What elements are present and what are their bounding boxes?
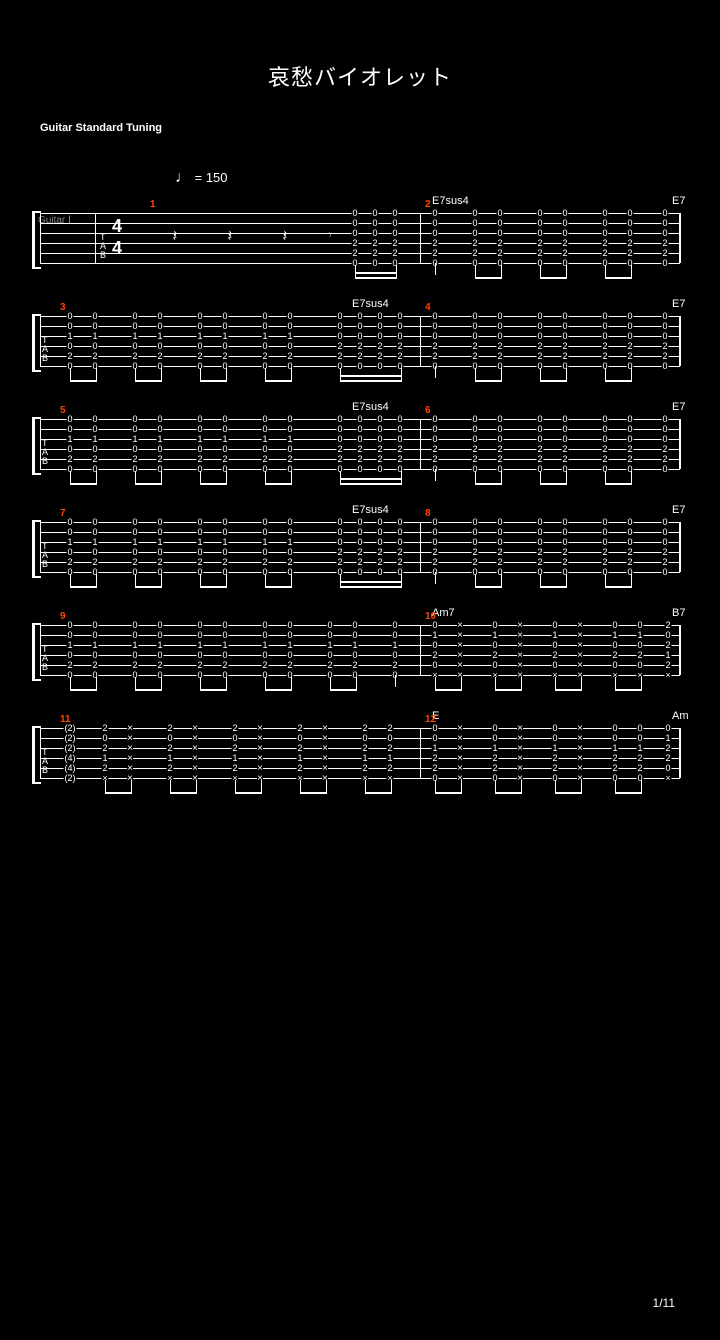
tab-system: E7sus4E7TAB56001020001020001020001020001…: [40, 401, 680, 469]
tab-clef: TAB: [42, 439, 48, 466]
tab-system: E7sus4E7TAB34001020001020001020001020001…: [40, 298, 680, 366]
chord-label: E7sus4: [352, 401, 389, 413]
tab-clef: TAB: [42, 748, 48, 775]
measure-number: 8: [425, 508, 431, 519]
tempo-note-icon: ♩: [175, 169, 191, 186]
tab-system: EAmTAB1112(2)(2)(2)(4)(4)(2)20212×××××××…: [40, 710, 680, 778]
tab-system: E7sus4E7TAB78001020001020001020001020001…: [40, 504, 680, 572]
tab-system: E7sus4E7Guitar ⅠTAB1244𝄽𝄽𝄽𝄾0002200002200…: [40, 195, 680, 263]
chord-label: E7: [672, 298, 685, 310]
chord-label: E7sus4: [352, 298, 389, 310]
measure-number: 4: [425, 302, 431, 313]
tempo: ♩ = 150: [175, 169, 720, 187]
song-title: 哀愁バイオレット: [0, 60, 720, 92]
tab-system: Am7B7TAB91000102000102000102000102000102…: [40, 607, 680, 675]
measure-number: 9: [60, 611, 66, 622]
measure-number: 6: [425, 405, 431, 416]
measure-number: 1: [150, 199, 156, 210]
chord-label: Am: [672, 710, 689, 722]
chord-label: E7: [672, 504, 685, 516]
tempo-value: = 150: [195, 170, 228, 185]
chord-label: E7: [672, 401, 685, 413]
chord-label: E7sus4: [432, 195, 469, 207]
measure-number: 3: [60, 302, 66, 313]
page-number: 1/11: [653, 1296, 675, 1310]
chord-label: E7sus4: [352, 504, 389, 516]
measure-number: 2: [425, 199, 431, 210]
tab-clef: TAB: [42, 645, 48, 672]
tab-clef: TAB: [42, 542, 48, 569]
tuning-label: Guitar Standard Tuning: [40, 122, 720, 134]
measure-number: 7: [60, 508, 66, 519]
tab-clef: TAB: [100, 233, 106, 260]
chord-label: B7: [672, 607, 685, 619]
tab-clef: TAB: [42, 336, 48, 363]
chord-label: E7: [672, 195, 685, 207]
measure-number: 5: [60, 405, 66, 416]
tab-systems: E7sus4E7Guitar ⅠTAB1244𝄽𝄽𝄽𝄾0002200002200…: [40, 195, 680, 778]
